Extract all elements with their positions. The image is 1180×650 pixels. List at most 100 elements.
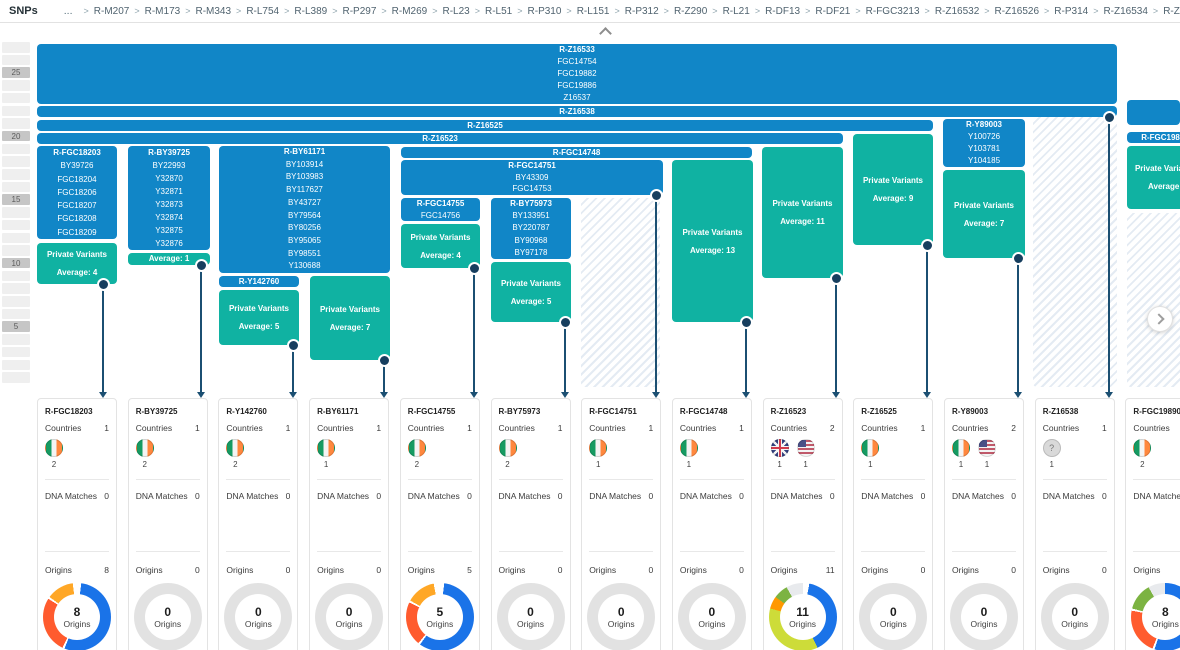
haplogroup-card-r-z16523[interactable]: R-Z16523 Countries 2 1 1 DNA Matches 0 Origins 1… (762, 398, 843, 650)
private-variants-text: Average: 7 (329, 322, 371, 332)
country-flags: ? 1 (1042, 439, 1061, 469)
breadcrumb-item-r-l389[interactable]: R-L389 (294, 5, 328, 17)
origins-count: 0 (376, 565, 382, 575)
breadcrumb-item-r-l754[interactable]: R-L754 (246, 5, 280, 17)
haplogroup-block-r-fgc14755[interactable]: R-FGC14755 FGC14756 (401, 198, 480, 221)
block-title: R-FGC14748 (552, 148, 601, 157)
axis-band (2, 54, 30, 66)
breadcrumb-ellipsis[interactable]: ... (63, 5, 73, 17)
haplogroup-card-r-by61171[interactable]: R-BY61171 Countries 1 1 DNA Matches 0 Origins 0… (309, 398, 390, 650)
origins-label: Origins (226, 565, 254, 575)
snp-name: Y32873 (155, 200, 183, 209)
breadcrumb-item-r-m207[interactable]: R-M207 (93, 5, 130, 17)
haplogroup-block-r-fgc18203[interactable]: R-FGC18203 BY39726 FGC18204 FGC18206 FGC1820… (37, 146, 117, 239)
flag-ie-icon (1133, 439, 1152, 457)
origins-donut-chart: 0 Origins (1040, 583, 1109, 650)
scroll-right-button[interactable] (1147, 306, 1173, 332)
haplogroup-card-r-z16538[interactable]: R-Z16538 Countries 1? 1 DNA Matches 0 Origins 0… (1034, 398, 1115, 650)
haplogroup-card-r-fgc18203[interactable]: R-FGC18203 Countries 1 2 DNA Matches 0 Origins… (37, 398, 117, 650)
connector-arrow-icon (289, 392, 297, 398)
breadcrumb-item-r-z16526[interactable]: R-Z16526 (994, 5, 1040, 17)
breadcrumb-item-r-z16532[interactable]: R-Z16532 (934, 5, 980, 17)
flag-group: 2 (45, 439, 63, 469)
card-divider (226, 551, 291, 552)
flag-group: 2 (135, 439, 154, 469)
haplogroup-card-r-fgc14751[interactable]: R-FGC14751 Countries 1 1 DNA Matches 0 Origins… (581, 398, 662, 650)
breadcrumb-item-r-z16534[interactable]: R-Z16534 (1103, 5, 1148, 17)
origins-donut-chart: 0 Origins (859, 583, 928, 650)
haplogroup-block-r-fgc14751[interactable]: R-FGC14751 BY43309 FGC14753 (401, 160, 663, 195)
origins-count: 0 (920, 565, 926, 575)
breadcrumb-item-r-p310[interactable]: R-P310 (527, 5, 562, 17)
breadcrumb-item-r-fgc3213[interactable]: R-FGC3213 (865, 5, 920, 17)
dna-matches-label: DNA Matches (589, 491, 642, 501)
donut-center: 0 Origins (688, 594, 735, 640)
scroll-up-chevron-icon[interactable] (601, 26, 610, 35)
card-divider (1133, 479, 1180, 480)
haplogroup-block-r-y89003[interactable]: R-Y89003 Y100726 Y103781 Y104185 (943, 119, 1025, 167)
dna-matches-label: DNA Matches (1133, 491, 1180, 501)
snp-name: Y32875 (155, 226, 183, 235)
donut-value: 0 (708, 604, 716, 619)
haplogroup-card-r-z16525[interactable]: R-Z16525 Countries 1 1 DNA Matches 0 Origins 0 0… (853, 398, 934, 650)
origins-donut-chart: 0 Origins (315, 583, 384, 650)
haplogroup-block-r-z16538[interactable]: R-Z16538 (37, 106, 1117, 117)
haplogroup-card-r-by75973[interactable]: R-BY75973 Countries 1 2 DNA Matches 0 Origins 0… (490, 398, 571, 650)
origins-row: Origins 0 (861, 565, 925, 575)
flag-ie-icon (861, 439, 880, 457)
axis-band (2, 143, 30, 155)
breadcrumb-item-r-p297[interactable]: R-P297 (342, 5, 377, 17)
breadcrumb-item-r-p312[interactable]: R-P312 (624, 5, 659, 17)
block-title: R-Z16538 (559, 107, 595, 116)
haplogroup-block-r-by75973[interactable]: R-BY75973 BY133951 BY220787 BY90968 BY97178 (491, 198, 571, 259)
haplogroup-card-r-y142760[interactable]: R-Y142760 Countries 1 2 DNA Matches 0 Origins 0… (218, 398, 299, 650)
origins-donut-chart: 5 Origins (405, 583, 474, 650)
breadcrumb-item-r-l21[interactable]: R-L21 (722, 5, 750, 17)
haplogroup-card-r-fgc14748[interactable]: R-FGC14748 Countries 1 1 DNA Matches 0 Origins… (671, 398, 752, 650)
haplogroup-block-r-z16523[interactable]: R-Z16523 (37, 133, 843, 144)
breadcrumb-separator: > (805, 6, 811, 16)
breadcrumb-item-r-df13[interactable]: R-DF13 (765, 5, 801, 17)
card-divider (679, 551, 744, 552)
haplogroup-block-r-y142760[interactable]: R-Y142760 (219, 276, 299, 287)
breadcrumb-item-r-m269[interactable]: R-M269 (391, 5, 428, 17)
country-flags: 2 (45, 439, 63, 469)
breadcrumb-item-r-z290[interactable]: R-Z290 (673, 5, 708, 17)
haplogroup-card-r-fgc14755[interactable]: R-FGC14755 Countries 1 2 DNA Matches 0 Origins… (399, 398, 480, 650)
haplogroup-block-r-z16533[interactable]: R-Z16533 FGC14754 FGC19882 FGC19886 Z16537 (37, 44, 1117, 104)
haplogroup-card-r-by39725[interactable]: R-BY39725 Countries 1 2 DNA Matches 0 Origins 0… (127, 398, 208, 650)
connector-arrow-icon (380, 392, 388, 398)
breadcrumb-item-r-z16533[interactable]: R-Z16533 (1163, 5, 1180, 17)
haplogroup-block-r-fgc19890[interactable]: R-FGC19890 (1127, 132, 1180, 143)
breadcrumb-separator: > (284, 6, 290, 16)
breadcrumb-item-r-p314[interactable]: R-P314 (1054, 5, 1089, 17)
origins-row: Origins 11 (771, 565, 835, 575)
snp-name: BY79564 (288, 210, 321, 220)
breadcrumb-item-r-l51[interactable]: R-L51 (485, 5, 513, 17)
haplogroup-block-r-by61171[interactable]: R-BY61171 BY103914 BY103983 BY117627 BY43727… (219, 146, 390, 273)
breadcrumb-item-r-l23[interactable]: R-L23 (442, 5, 470, 17)
haplogroup-card-r-y89003[interactable]: R-Y89003 Countries 2 1 1 DNA Matches 0 Origins 0… (944, 398, 1024, 650)
donut-center: 8 Origins (1142, 594, 1180, 640)
origins-label: Origins (407, 565, 435, 575)
snps-label: SNPs (9, 5, 38, 17)
haplogroup-block-r-fgc14748[interactable]: R-FGC14748 (401, 147, 752, 158)
card-divider (226, 479, 291, 480)
countries-count: 2 (1011, 423, 1016, 433)
dna-matches-count: 0 (285, 491, 291, 501)
haplogroup-block-r-z16525[interactable]: R-Z16525 (37, 120, 933, 131)
origins-donut-chart: 0 Origins (587, 583, 656, 650)
breadcrumb-item-r-m173[interactable]: R-M173 (144, 5, 181, 17)
breadcrumb-item-r-l151[interactable]: R-L151 (576, 5, 610, 17)
countries-row: Countries 1 (1043, 423, 1107, 433)
block-title: R-BY61171 (283, 147, 326, 156)
snp-name: BY220787 (512, 223, 550, 233)
haplogroup-block-r-by39725[interactable]: R-BY39725 BY22993 Y32870 Y32871 Y32873 Y32874… (128, 146, 210, 250)
breadcrumb-item-r-m343[interactable]: R-M343 (195, 5, 232, 17)
breadcrumb: SNPs ... > R-M207 > R-M173 > R-M343 > R-L754 > R-… (0, 0, 1180, 23)
dna-matches-count: 0 (1011, 491, 1016, 501)
breadcrumb-item-r-df21[interactable]: R-DF21 (815, 5, 851, 17)
